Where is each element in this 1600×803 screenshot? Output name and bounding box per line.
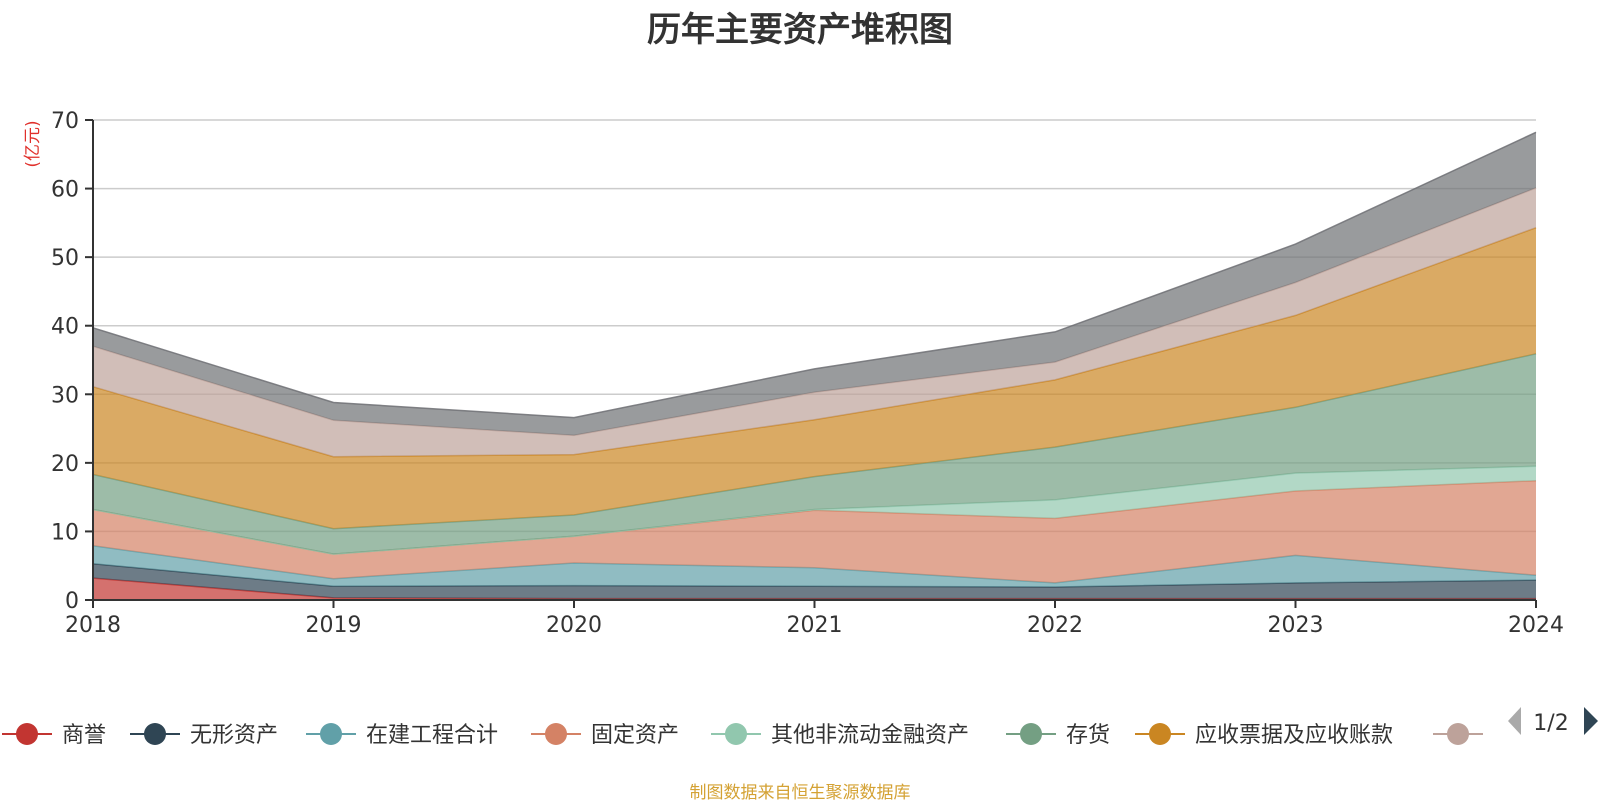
legend-marker [320,723,342,745]
chart-title: 历年主要资产堆积图 [647,10,953,50]
legend-label: 存货 [1066,723,1110,748]
area-series-2 [93,563,1536,599]
y-tick-label: 30 [51,383,79,408]
legend-marker [725,723,747,745]
area-series-1 [93,578,1536,600]
legend-marker [1020,723,1042,745]
legend-label: 应收票据及应收账款 [1195,723,1393,748]
area-series-6 [93,353,1536,555]
area-series-line-9 [92,131,1537,419]
area-series-9 [93,132,1536,436]
legend-label: 无形资产 [190,723,278,748]
x-tick-label: 2021 [787,613,843,638]
y-tick-label: 70 [51,109,79,134]
x-tick-label: 2020 [546,613,602,638]
legend[interactable]: 商誉 无形资产 在建工程合计 固定资产 其他非流动金融资产 存货 应收票据及应收账款 [2,723,1483,748]
x-tick-label: 2022 [1027,613,1083,638]
legend-label: 商誉 [62,723,106,748]
data-source-footer: 制图数据来自恒生聚源数据库 [689,783,911,803]
area-series [92,131,1537,600]
legend-item-3[interactable]: 在建工程合计 [306,723,498,748]
legend-marker [16,723,38,745]
area-series-3 [93,545,1536,587]
legend-marker [1447,723,1469,745]
legend-item-7[interactable]: 应收票据及应收账款 [1135,723,1393,748]
legend-label: 固定资产 [591,723,679,748]
legend-item-8[interactable] [1433,723,1483,745]
legend-label: 在建工程合计 [366,723,498,748]
y-tick-label: 20 [51,452,79,477]
x-tick-label: 2024 [1508,613,1564,638]
legend-marker [545,723,567,745]
legend-item-5[interactable]: 其他非流动金融资产 [711,723,969,748]
y-tick-label: 10 [51,520,79,545]
legend-prev-page-icon[interactable] [1508,707,1521,735]
area-series-8 [93,187,1536,457]
area-series-4 [93,480,1536,583]
legend-item-4[interactable]: 固定资产 [531,723,679,748]
y-tick-label: 40 [51,315,79,340]
x-tick-label: 2019 [306,613,362,638]
legend-page-indicator: 1/2 [1533,711,1568,736]
x-tick-label: 2023 [1268,613,1324,638]
legend-item-6[interactable]: 存货 [1006,723,1110,748]
axes: 0 10 20 30 40 50 60 70 2018 2019 2020 2021 2022 2023 2… [51,109,1564,638]
legend-next-page-icon[interactable] [1584,707,1598,735]
legend-item-2[interactable]: 无形资产 [130,723,278,748]
legend-pager: 1/2 [1508,707,1598,736]
legend-label: 其他非流动金融资产 [771,723,969,748]
y-tick-label: 60 [51,178,79,203]
legend-marker [1149,723,1171,745]
area-series-7 [93,227,1536,529]
x-tick-label: 2018 [65,613,121,638]
legend-marker [144,723,166,745]
y-tick-label: 0 [65,589,79,614]
y-axis-unit-label: (亿元) [23,120,43,167]
legend-item-1[interactable]: 商誉 [2,723,106,748]
y-tick-label: 50 [51,246,79,271]
